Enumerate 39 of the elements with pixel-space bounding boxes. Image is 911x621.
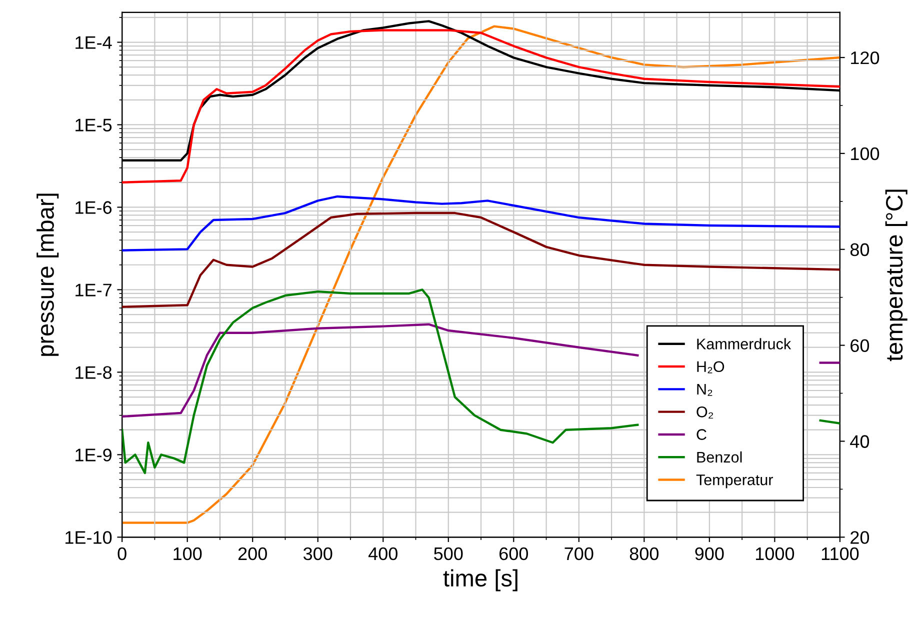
y-tick-label: 1E-4 bbox=[76, 36, 112, 49]
x-tick-label: 1100 bbox=[822, 547, 859, 560]
x-tick-label: 500 bbox=[434, 547, 463, 560]
y-tick-label: 1E-9 bbox=[76, 448, 112, 462]
y-axis-title: pressure [mbar] bbox=[36, 194, 59, 356]
y-tick-label: 1E-5 bbox=[76, 118, 112, 132]
x-tick-label: 900 bbox=[695, 547, 724, 560]
y-tick-label: 1E-6 bbox=[76, 201, 112, 214]
x-tick-label: 600 bbox=[499, 547, 528, 560]
legend-label: Temperatur bbox=[696, 474, 773, 488]
legend-label: H₂O bbox=[697, 361, 724, 374]
x-tick-label: 400 bbox=[368, 547, 398, 560]
line-series bbox=[122, 29, 840, 184]
legend-label: Kammerdruck bbox=[697, 338, 792, 350]
y2-axis-title: temperature [°C] bbox=[885, 190, 908, 362]
y2-tick-label: 120 bbox=[851, 51, 880, 64]
y2-tick-label: 40 bbox=[850, 435, 870, 448]
y-tick-label: 1E-7 bbox=[76, 284, 112, 296]
y-tick-label: 1E-10 bbox=[66, 531, 112, 544]
legend-label: O₂ bbox=[696, 406, 714, 418]
y2-tick-label: 60 bbox=[850, 339, 870, 352]
x-tick-label: 100 bbox=[174, 547, 202, 560]
line-series bbox=[122, 25, 840, 524]
y2-tick-label: 100 bbox=[851, 147, 880, 160]
x-tick-label: 300 bbox=[303, 547, 332, 560]
x-tick-label: 0 bbox=[118, 547, 126, 560]
y2-tick-label: 20 bbox=[850, 531, 870, 544]
legend-label: Benzol bbox=[697, 451, 742, 463]
legend-label: C bbox=[696, 429, 706, 440]
x-axis-title: time [s] bbox=[443, 569, 518, 592]
y2-tick-label: 80 bbox=[850, 243, 870, 256]
x-tick-label: 700 bbox=[564, 547, 594, 560]
x-tick-label: 1000 bbox=[756, 547, 794, 560]
x-tick-label: 200 bbox=[238, 547, 267, 560]
line-series bbox=[122, 195, 840, 252]
x-tick-label: 800 bbox=[630, 547, 659, 560]
y-tick-label: 1E-8 bbox=[76, 366, 112, 379]
line-series bbox=[122, 212, 840, 308]
legend-label: N₂ bbox=[697, 384, 712, 396]
